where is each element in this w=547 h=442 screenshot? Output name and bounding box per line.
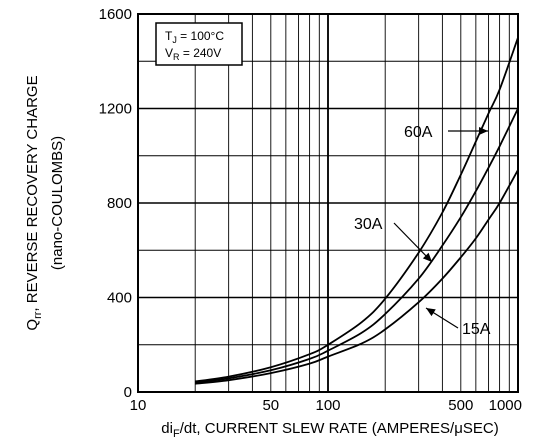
y-tick-label: 1600 bbox=[99, 6, 132, 23]
leader-line-30A bbox=[393, 222, 433, 263]
y-tick-label: 1200 bbox=[99, 101, 132, 118]
series-layer bbox=[195, 37, 519, 385]
leader-arrow-60A bbox=[479, 127, 488, 135]
y-tick-labels: 0 400 800 1200 1600 bbox=[99, 6, 132, 401]
plot-frame bbox=[137, 13, 519, 393]
x-tick-label: 10 bbox=[130, 397, 147, 414]
y-axis-unit: (nano-COULOMBS) bbox=[49, 136, 66, 270]
annotation-layer: 60A 30A 15A bbox=[354, 124, 491, 338]
x-tick-labels: 10 50 100 500 1000 bbox=[130, 397, 522, 414]
x-tick-label: 50 bbox=[262, 397, 279, 414]
y-tick-label: 400 bbox=[107, 290, 132, 307]
condition-tj: TJ = 100°C bbox=[165, 29, 224, 45]
series-label-15A: 15A bbox=[462, 321, 491, 338]
series-label-60A: 60A bbox=[404, 124, 433, 141]
series-line-60A bbox=[195, 37, 519, 383]
y-tick-label: 0 bbox=[124, 384, 132, 401]
y-tick-label: 800 bbox=[107, 195, 132, 212]
conditions-box: TJ = 100°C VR = 240V bbox=[155, 22, 243, 66]
x-axis-label: diF/dt, CURRENT SLEW RATE (AMPERES/μSEC) bbox=[161, 420, 498, 440]
leader-arrow-30A bbox=[422, 252, 432, 262]
grid bbox=[138, 14, 518, 392]
condition-vr: VR = 240V bbox=[165, 46, 221, 62]
series-label-30A: 30A bbox=[354, 216, 383, 233]
series-line-30A bbox=[195, 108, 519, 384]
leader-arrow-15A bbox=[426, 308, 436, 317]
x-tick-label: 500 bbox=[448, 397, 473, 414]
y-axis-label: Qrr, REVERSE RECOVERY CHARGE bbox=[24, 75, 44, 330]
x-tick-label: 1000 bbox=[489, 397, 522, 414]
series-line-15A bbox=[195, 169, 519, 385]
x-tick-label: 100 bbox=[315, 397, 340, 414]
